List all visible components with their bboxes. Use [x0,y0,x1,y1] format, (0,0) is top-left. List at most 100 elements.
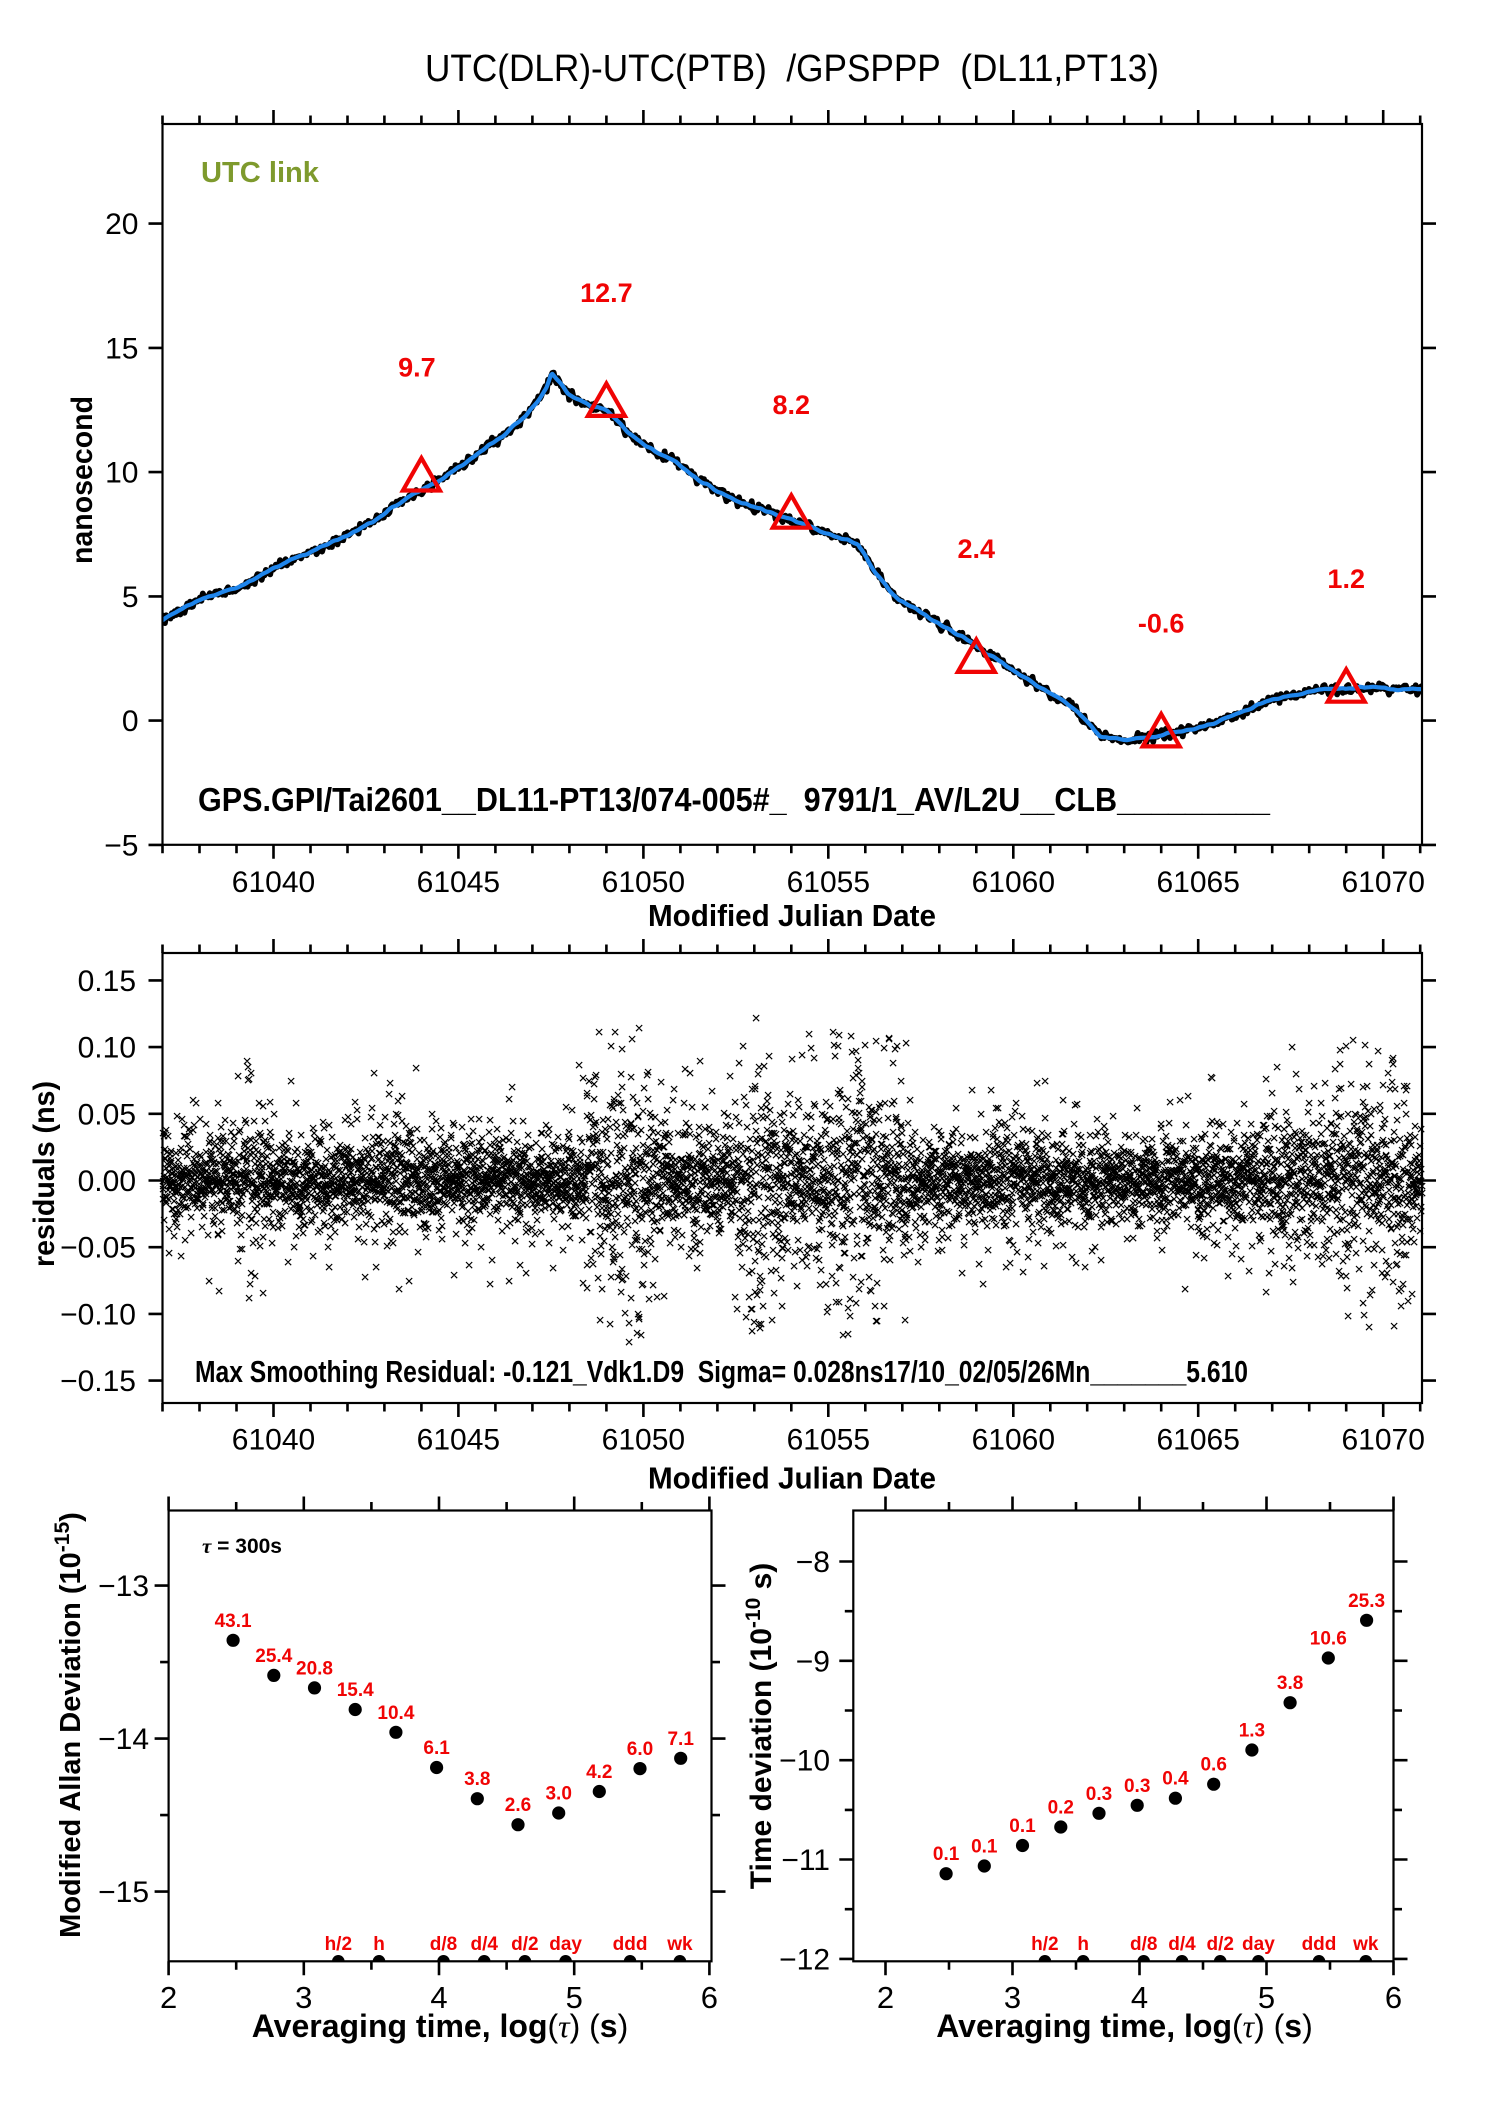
svg-text:−5: −5 [104,829,138,862]
svg-text:τ = 300s: τ = 300s [202,1534,282,1558]
svg-text:h: h [1077,1934,1089,1955]
svg-text:−13: −13 [98,1570,149,1603]
svg-text:0.10: 0.10 [78,1032,136,1065]
svg-text:6: 6 [701,1980,718,2015]
svg-text:−11: −11 [781,1844,830,1877]
svg-text:4.2: 4.2 [586,1762,612,1783]
svg-text:h: h [373,1934,385,1955]
svg-text:−10: −10 [779,1745,830,1778]
svg-text:2: 2 [877,1980,894,2015]
svg-text:1.2: 1.2 [1327,564,1365,594]
svg-text:61040: 61040 [232,1424,315,1457]
svg-text:61070: 61070 [1341,866,1424,899]
svg-text:61055: 61055 [787,866,870,899]
svg-text:Modified Julian Date: Modified Julian Date [648,898,936,933]
svg-text:0.15: 0.15 [78,965,136,998]
svg-text:0.3: 0.3 [1086,1784,1112,1805]
svg-text:5: 5 [1258,1980,1275,2015]
svg-text:h/2: h/2 [1031,1934,1058,1955]
svg-text:wk: wk [666,1934,693,1955]
svg-text:61060: 61060 [972,1424,1055,1457]
svg-text:20.8: 20.8 [296,1658,333,1679]
svg-text:−12: −12 [779,1943,830,1976]
svg-text:1.3: 1.3 [1239,1721,1265,1742]
svg-text:−9: −9 [796,1645,830,1678]
svg-text:3.8: 3.8 [1277,1673,1303,1694]
svg-text:4: 4 [430,1980,447,2015]
svg-text:5: 5 [566,1980,583,2015]
svg-text:61045: 61045 [417,1424,500,1457]
svg-text:15: 15 [105,332,138,365]
svg-text:−0.15: −0.15 [60,1365,136,1398]
svg-text:61065: 61065 [1156,1424,1239,1457]
svg-text:61065: 61065 [1156,866,1239,899]
svg-text:61045: 61045 [417,866,500,899]
svg-text:Modified Allan Deviation (10-1: Modified Allan Deviation (10-15) [51,1512,87,1938]
svg-text:nanosecond: nanosecond [66,396,99,564]
svg-text:−0.05: −0.05 [60,1232,136,1265]
svg-text:0.4: 0.4 [1162,1769,1189,1790]
svg-text:−15: −15 [98,1876,149,1909]
svg-text:43.1: 43.1 [215,1611,252,1632]
svg-text:0.6: 0.6 [1200,1755,1226,1776]
svg-text:Max Smoothing Residual: -0.121: Max Smoothing Residual: -0.121_Vdk1.D9 S… [195,1354,1248,1389]
svg-text:day: day [1242,1934,1275,1955]
svg-text:6: 6 [1385,1980,1402,2015]
svg-text:0.1: 0.1 [1009,1816,1036,1837]
svg-text:0.1: 0.1 [933,1844,960,1865]
svg-text:61050: 61050 [602,866,685,899]
svg-text:61055: 61055 [787,1424,870,1457]
svg-text:2.4: 2.4 [958,534,996,564]
svg-text:61060: 61060 [972,866,1055,899]
svg-text:2: 2 [160,1980,177,2015]
svg-text:10.4: 10.4 [377,1703,414,1724]
svg-text:−14: −14 [98,1723,149,1756]
svg-text:0.05: 0.05 [78,1098,136,1131]
svg-text:Averaging time, log(τ) (s): Averaging time, log(τ) (s) [252,2008,629,2044]
svg-text:residuals (ns): residuals (ns) [28,1081,61,1267]
svg-text:3: 3 [295,1980,312,2015]
svg-text:4: 4 [1131,1980,1148,2015]
svg-text:25.4: 25.4 [255,1646,292,1667]
svg-text:ddd: ddd [1302,1934,1337,1955]
svg-text:UTC link: UTC link [201,157,320,189]
svg-text:8.2: 8.2 [773,390,811,420]
svg-text:9.7: 9.7 [398,353,436,383]
svg-text:d/2: d/2 [1206,1934,1233,1955]
svg-text:ddd: ddd [613,1934,648,1955]
svg-text:7.1: 7.1 [667,1729,694,1750]
svg-text:wk: wk [1352,1934,1379,1955]
svg-text:20: 20 [105,208,138,241]
svg-text:d/8: d/8 [430,1934,457,1955]
svg-text:3.0: 3.0 [545,1784,571,1805]
svg-text:day: day [549,1934,582,1955]
svg-text:0: 0 [122,705,139,738]
svg-text:h/2: h/2 [325,1934,352,1955]
svg-text:0.2: 0.2 [1048,1798,1074,1819]
svg-text:25.3: 25.3 [1348,1591,1385,1612]
svg-text:10: 10 [105,457,138,490]
svg-text:-0.6: -0.6 [1138,609,1185,639]
svg-text:d/8: d/8 [1130,1934,1157,1955]
svg-text:d/4: d/4 [470,1934,498,1955]
svg-text:15.4: 15.4 [337,1680,374,1701]
svg-text:10.6: 10.6 [1310,1629,1347,1650]
svg-text:0.00: 0.00 [78,1165,136,1198]
svg-text:3: 3 [1004,1980,1021,2015]
svg-text:61050: 61050 [602,1424,685,1457]
svg-text:UTC(DLR)-UTC(PTB) /GPSPPP (D: UTC(DLR)-UTC(PTB) /GPSPPP (DL11,PT13) [425,48,1159,90]
svg-text:6.0: 6.0 [627,1739,653,1760]
svg-text:61070: 61070 [1341,1424,1424,1457]
svg-text:12.7: 12.7 [580,278,633,308]
svg-text:GPS.GPI/Tai2601__DL11-PT13/074: GPS.GPI/Tai2601__DL11-PT13/074-005#_ 979… [198,781,1271,818]
svg-text:5: 5 [122,581,139,614]
svg-text:−8: −8 [796,1546,830,1579]
svg-text:−0.10: −0.10 [60,1298,136,1331]
svg-text:d/4: d/4 [1168,1934,1196,1955]
svg-text:3.8: 3.8 [464,1769,490,1790]
svg-text:2.6: 2.6 [505,1795,531,1816]
svg-text:0.1: 0.1 [971,1837,998,1858]
svg-text:0.3: 0.3 [1124,1776,1150,1797]
svg-text:Modified Julian Date: Modified Julian Date [648,1461,936,1496]
svg-text:6.1: 6.1 [423,1738,450,1759]
